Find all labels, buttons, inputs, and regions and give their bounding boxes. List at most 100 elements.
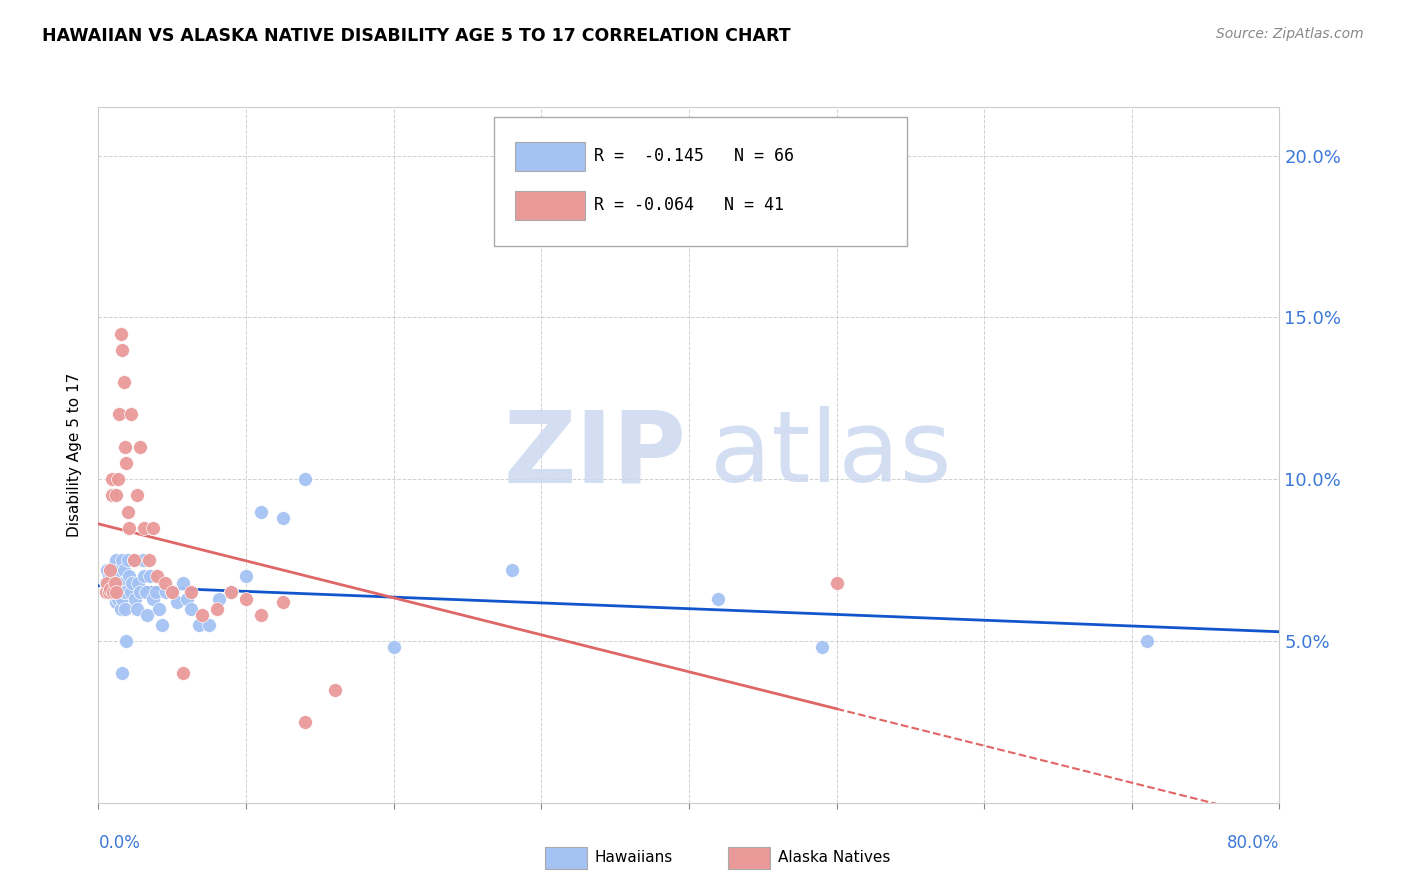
FancyBboxPatch shape bbox=[516, 191, 585, 219]
Point bbox=[155, 585, 177, 599]
Text: 0.0%: 0.0% bbox=[98, 834, 141, 852]
Point bbox=[111, 666, 134, 681]
Point bbox=[142, 521, 165, 535]
Point bbox=[122, 553, 145, 567]
Point bbox=[96, 575, 118, 590]
Point bbox=[107, 569, 129, 583]
Point bbox=[128, 585, 150, 599]
Point bbox=[162, 585, 183, 599]
Point bbox=[105, 579, 128, 593]
Point bbox=[135, 585, 157, 599]
Point bbox=[219, 585, 242, 599]
Point bbox=[294, 714, 316, 729]
Point bbox=[125, 488, 148, 502]
Point bbox=[1135, 634, 1157, 648]
Point bbox=[108, 408, 131, 422]
Point bbox=[162, 585, 183, 599]
Point bbox=[138, 553, 160, 567]
Point bbox=[110, 585, 132, 599]
Text: R = -0.064   N = 41: R = -0.064 N = 41 bbox=[595, 196, 785, 214]
Point bbox=[120, 408, 142, 422]
Point bbox=[172, 666, 194, 681]
Point bbox=[115, 634, 138, 648]
Point bbox=[134, 521, 156, 535]
Point bbox=[112, 375, 135, 389]
Point bbox=[111, 591, 134, 606]
Point bbox=[107, 591, 129, 606]
Point bbox=[146, 569, 169, 583]
Point bbox=[323, 682, 346, 697]
Point bbox=[145, 585, 167, 599]
Point bbox=[176, 591, 198, 606]
Point bbox=[172, 575, 194, 590]
Point bbox=[111, 553, 134, 567]
Point bbox=[271, 511, 294, 525]
Point bbox=[111, 343, 134, 357]
Point bbox=[707, 591, 730, 606]
Point bbox=[132, 553, 155, 567]
Point bbox=[122, 553, 145, 567]
Point bbox=[198, 617, 221, 632]
Point bbox=[105, 585, 128, 599]
Text: 80.0%: 80.0% bbox=[1227, 834, 1279, 852]
Point bbox=[98, 563, 121, 577]
Point bbox=[98, 582, 121, 597]
FancyBboxPatch shape bbox=[546, 847, 588, 869]
Point bbox=[107, 472, 129, 486]
Point bbox=[112, 585, 135, 599]
Point bbox=[100, 569, 122, 583]
Point bbox=[250, 608, 273, 623]
Point bbox=[118, 521, 141, 535]
Point bbox=[139, 569, 162, 583]
Point bbox=[97, 585, 120, 599]
Point bbox=[180, 601, 202, 615]
Point bbox=[153, 575, 176, 590]
Point bbox=[235, 591, 257, 606]
Point bbox=[100, 472, 122, 486]
Point bbox=[100, 488, 122, 502]
Point bbox=[117, 504, 139, 518]
Point bbox=[108, 575, 131, 590]
Point bbox=[235, 569, 257, 583]
Point bbox=[117, 553, 139, 567]
Point bbox=[110, 601, 132, 615]
Point bbox=[294, 472, 316, 486]
Point bbox=[118, 569, 141, 583]
Point bbox=[125, 601, 148, 615]
Point bbox=[105, 488, 128, 502]
Point bbox=[205, 601, 228, 615]
Point bbox=[98, 582, 121, 597]
Point bbox=[103, 559, 125, 574]
Text: Source: ZipAtlas.com: Source: ZipAtlas.com bbox=[1216, 27, 1364, 41]
Point bbox=[96, 563, 118, 577]
Text: atlas: atlas bbox=[710, 407, 952, 503]
Point bbox=[103, 585, 125, 599]
Point bbox=[103, 575, 125, 590]
Point bbox=[148, 601, 170, 615]
Point bbox=[382, 640, 405, 655]
Point bbox=[110, 326, 132, 341]
Point bbox=[105, 595, 128, 609]
Y-axis label: Disability Age 5 to 17: Disability Age 5 to 17 bbox=[67, 373, 83, 537]
Point bbox=[97, 569, 120, 583]
Point bbox=[120, 585, 142, 599]
Text: Hawaiians: Hawaiians bbox=[595, 850, 672, 865]
FancyBboxPatch shape bbox=[494, 118, 907, 246]
Point bbox=[104, 575, 127, 590]
FancyBboxPatch shape bbox=[728, 847, 770, 869]
Point bbox=[219, 585, 242, 599]
Point bbox=[98, 563, 121, 577]
Point bbox=[166, 595, 188, 609]
Point bbox=[810, 640, 832, 655]
FancyBboxPatch shape bbox=[516, 142, 585, 171]
Point bbox=[250, 504, 273, 518]
Point bbox=[121, 575, 143, 590]
Point bbox=[124, 591, 146, 606]
Text: ZIP: ZIP bbox=[503, 407, 686, 503]
Point bbox=[187, 617, 209, 632]
Point bbox=[128, 440, 150, 454]
Point bbox=[142, 591, 165, 606]
Point bbox=[115, 456, 138, 470]
Point bbox=[104, 585, 127, 599]
Point bbox=[100, 585, 122, 599]
